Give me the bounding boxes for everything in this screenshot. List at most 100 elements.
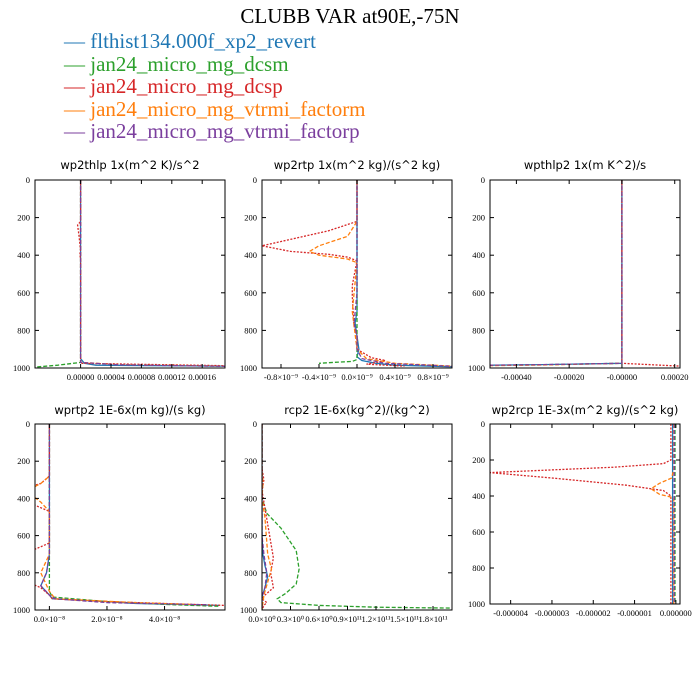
panel-6: wp2rcp 1E-3x(m^2 kg)/(s^2 kg) 0 200 400 600 8…	[468, 403, 692, 618]
y-tick-label: 0	[26, 419, 30, 429]
series-line	[35, 424, 194, 606]
legend-item-2: — jan24_micro_mg_dcsm	[64, 51, 289, 76]
x-tick-label: 0.000000	[660, 608, 692, 618]
x-tick-label: 0.0×10⁻⁸	[34, 614, 65, 624]
panel-title: wpthlp2 1x(m K^2)/s	[524, 158, 646, 172]
x-tick-label: 0.4×10⁻⁹	[379, 372, 410, 382]
y-tick-label: 800	[472, 325, 485, 335]
legend-item-1: — flthist134.000f_xp2_revert	[64, 29, 316, 53]
y-tick-label: 200	[472, 455, 485, 465]
series-line	[79, 180, 225, 367]
series-line	[262, 180, 405, 367]
x-tick-label: -0.000003	[535, 608, 570, 618]
panel-5: rcp2 1E-6x(kg^2)/(kg^2) 0 200 400 600 800 1000…	[240, 403, 453, 624]
x-tick-label: 0.00016	[188, 372, 216, 382]
figure-title: CLUBB VAR at90E,-75N	[240, 4, 460, 28]
y-tick-label: 400	[472, 491, 485, 501]
y-tick-label: 800	[17, 568, 30, 578]
series-line	[48, 424, 220, 607]
y-tick-label: 1000	[240, 363, 257, 373]
panel-1: wp2thlp 1x(m^2 K)/s^2 0 200 400 600 800 1000 0.…	[13, 158, 226, 382]
series-group	[490, 424, 676, 604]
panel-title: wp2thlp 1x(m^2 K)/s^2	[60, 158, 199, 172]
y-tick-label: 400	[17, 250, 30, 260]
series-line	[35, 180, 82, 368]
series-line	[262, 424, 452, 609]
x-tick-label: 0.6×10⁰	[305, 614, 333, 624]
y-tick-label: 200	[244, 213, 257, 223]
series-line	[40, 424, 208, 606]
y-tick-label: 200	[244, 456, 257, 466]
y-tick-label: 400	[244, 250, 257, 260]
y-tick-label: 0	[481, 419, 485, 429]
series-group	[35, 424, 225, 607]
y-tick-label: 0	[253, 175, 257, 185]
y-tick-label: 400	[17, 493, 30, 503]
panel-2: wp2rtp 1x(m^2 kg)/(s^2 kg) 0 200 400 600 800 1…	[240, 158, 453, 382]
series-line	[353, 180, 452, 367]
legend: — flthist134.000f_xp2_revert — jan24_mic…	[64, 30, 366, 143]
y-tick-label: 600	[472, 288, 485, 298]
y-tick-label: 200	[17, 213, 30, 223]
x-tick-label: 0.00008	[128, 372, 156, 382]
series-line	[308, 180, 452, 367]
legend-item-4: — jan24_micro_mg_vtrmi_factorm	[64, 96, 366, 121]
series-line	[490, 180, 623, 366]
series-line	[490, 424, 672, 604]
x-tick-label: 2.0×10⁻⁸	[91, 614, 122, 624]
panel-4: wprtp2 1E-6x(m kg)/(s kg) 0 200 400 600 800 10…	[13, 403, 226, 624]
y-tick-label: 0	[253, 419, 257, 429]
plot-frame	[489, 423, 681, 605]
y-tick-label: 1000	[13, 605, 30, 615]
series-group	[262, 180, 452, 368]
y-tick-label: 400	[244, 493, 257, 503]
x-tick-label: 0.8×10⁻⁹	[417, 372, 448, 382]
series-line	[490, 180, 623, 367]
x-tick-label: 0.00000	[67, 372, 95, 382]
series-line	[354, 180, 452, 368]
series-line	[318, 180, 358, 364]
x-tick-label: 4.0×10⁻⁸	[149, 614, 180, 624]
x-tick-label: -0.8×10⁻⁹	[264, 372, 298, 382]
x-tick-label: -0.00020	[554, 372, 584, 382]
series-group	[35, 180, 225, 368]
y-tick-label: 200	[472, 213, 485, 223]
series-line	[490, 180, 623, 367]
x-tick-label: 0.3×10⁰	[277, 614, 305, 624]
x-tick-label: 0.00004	[97, 372, 125, 382]
series-line	[649, 424, 675, 604]
series-line	[76, 180, 225, 367]
y-tick-label: 600	[17, 288, 30, 298]
legend-item-5: — jan24_micro_mg_vtrmi_factorp	[64, 119, 360, 143]
x-tick-label: -0.00040	[501, 372, 531, 382]
x-tick-label: -0.4×10⁻⁹	[302, 372, 336, 382]
plot-frame	[34, 423, 226, 611]
y-tick-label: 400	[472, 250, 485, 260]
y-tick-label: 1000	[468, 363, 485, 373]
x-tick-label: 1.8×10¹¹	[418, 614, 447, 624]
y-tick-label: 200	[17, 456, 30, 466]
y-tick-label: 0	[26, 175, 30, 185]
x-tick-label: -0.000002	[576, 608, 611, 618]
series-line	[621, 180, 680, 367]
series-line	[79, 180, 225, 367]
series-line	[490, 180, 623, 366]
y-tick-label: 800	[244, 325, 257, 335]
y-tick-label: 800	[17, 325, 30, 335]
legend-item-3: — jan24_micro_mg_dcsp	[64, 74, 283, 98]
panel-title: wp2rcp 1E-3x(m^2 kg)/(s^2 kg)	[492, 403, 679, 417]
series-line	[40, 424, 220, 607]
series-line	[79, 180, 225, 367]
x-tick-label: 1.2×10¹¹	[361, 614, 390, 624]
y-tick-label: 1000	[240, 605, 257, 615]
y-tick-label: 1000	[468, 599, 485, 609]
x-tick-label: 0.9×10¹¹	[333, 614, 362, 624]
y-tick-label: 600	[244, 531, 257, 541]
y-tick-label: 600	[472, 527, 485, 537]
panel-3: wpthlp2 1x(m K^2)/s 0 200 400 600 800 1000 -0.0…	[468, 158, 689, 382]
y-tick-label: 600	[244, 288, 257, 298]
panel-title: rcp2 1E-6x(kg^2)/(kg^2)	[284, 403, 430, 417]
plot-frame	[261, 423, 453, 611]
panel-title: wp2rtp 1x(m^2 kg)/(s^2 kg)	[274, 158, 441, 172]
x-tick-label: 1.5×10¹¹	[390, 614, 419, 624]
